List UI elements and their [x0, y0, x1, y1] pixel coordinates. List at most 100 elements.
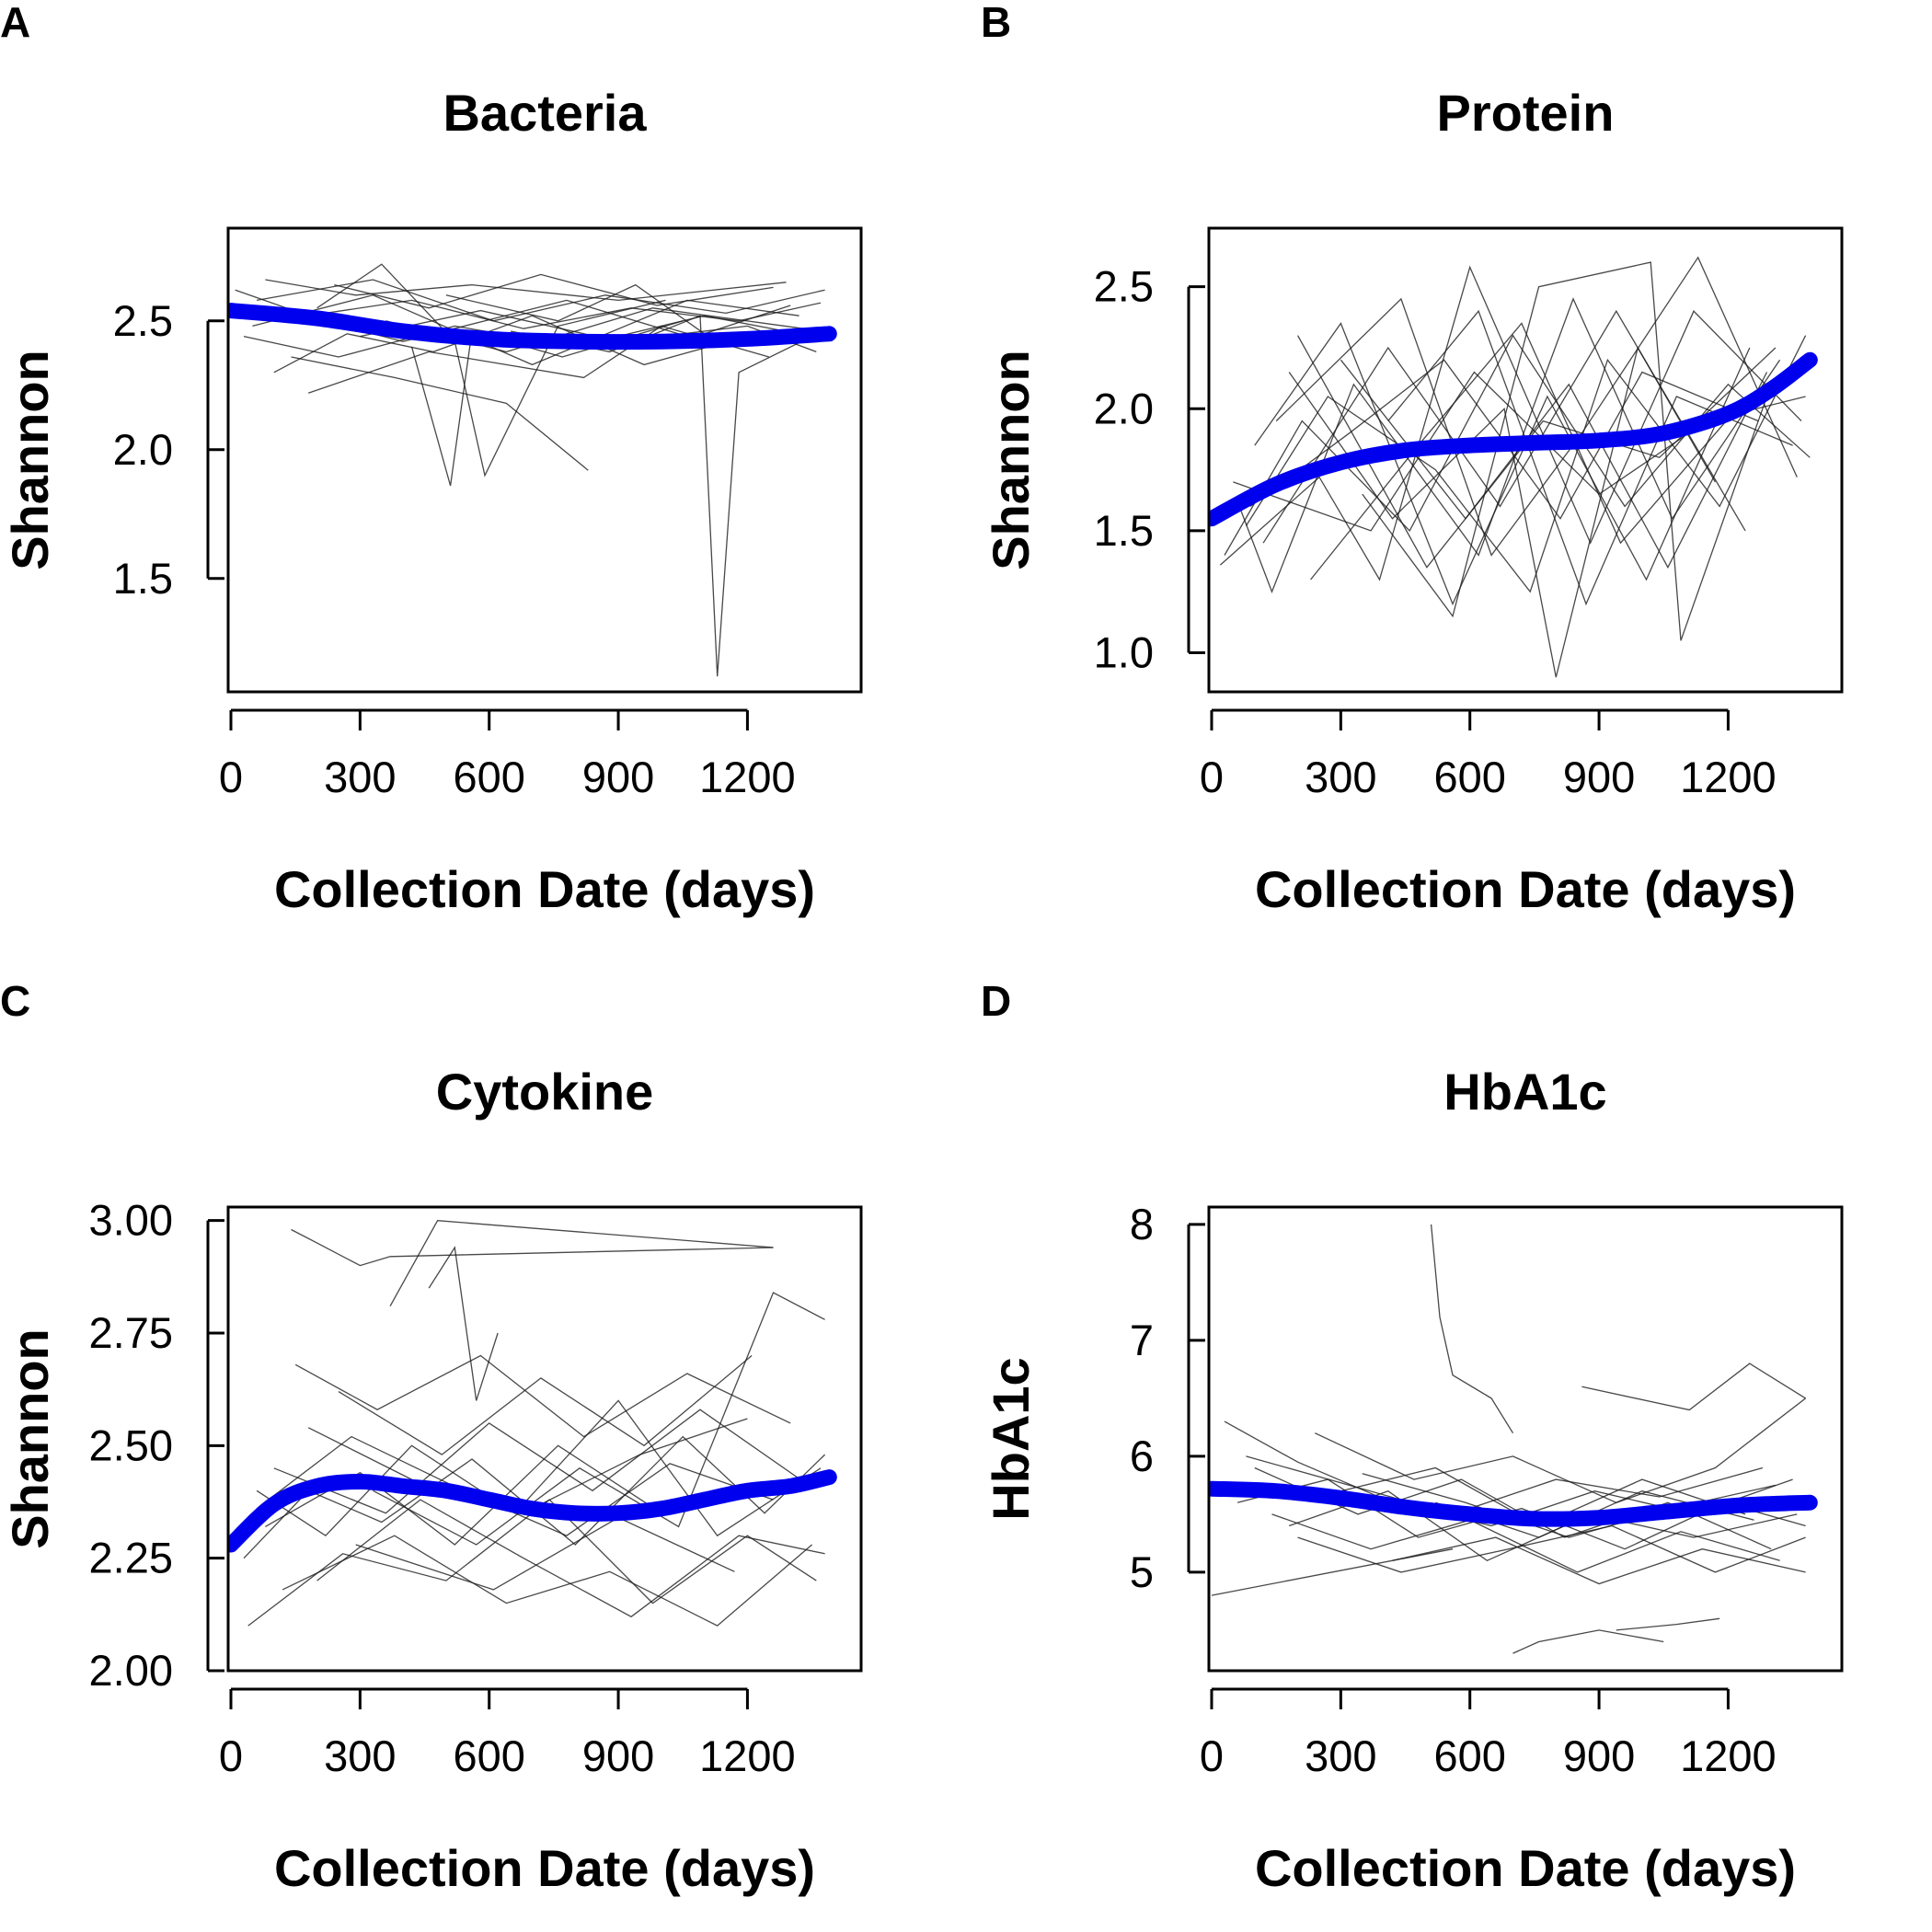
y-tick-label: 7 [1130, 1316, 1154, 1364]
y-tick-label: 2.00 [89, 1646, 173, 1695]
trend-line [228, 1469, 837, 1553]
trajectory-line [1236, 297, 1781, 593]
plot-area [228, 1220, 837, 1627]
trajectory-line [1340, 359, 1768, 569]
trajectory-line [1362, 261, 1772, 641]
y-tick-label: 2.5 [113, 296, 173, 345]
panel-title: HbA1c [1443, 1063, 1606, 1121]
panel-title: Bacteria [443, 84, 647, 142]
x-tick-label: 1200 [1680, 753, 1777, 801]
x-tick-label: 900 [582, 1731, 654, 1780]
trajectory-line [1581, 1363, 1806, 1411]
trajectory-line [1224, 334, 1811, 556]
y-axis-label: Shannon [982, 350, 1040, 570]
trajectory-line [1211, 1548, 1454, 1596]
y-tick-label: 1.5 [113, 554, 173, 603]
trajectory-line [1297, 1524, 1806, 1573]
trajectory-line [316, 263, 666, 477]
trajectory-line [252, 294, 799, 366]
trajectory-line [316, 1499, 825, 1618]
x-tick-label: 1200 [699, 1731, 796, 1780]
trajectory-line [1275, 256, 1798, 557]
y-tick-label: 6 [1130, 1432, 1154, 1480]
y-tick-label: 2.75 [89, 1308, 173, 1357]
trajectory-line [1512, 1629, 1664, 1654]
trajectory-line [291, 356, 589, 471]
trajectory-line [291, 1228, 774, 1267]
plot-area [228, 263, 837, 677]
trajectory-line [1288, 346, 1716, 678]
y-tick-label: 2.0 [1094, 384, 1154, 432]
y-tick-label: 3.00 [89, 1196, 173, 1245]
trajectory-line [428, 1246, 499, 1401]
trajectory-line [445, 283, 791, 335]
y-axis-label: Shannon [1, 350, 59, 570]
y-tick-label: 2.0 [113, 425, 173, 474]
x-tick-label: 600 [454, 1731, 525, 1780]
x-axis-label: Collection Date (days) [274, 860, 815, 918]
trajectory-line [1310, 322, 1738, 581]
panel-letter: A [0, 0, 30, 46]
trajectory-line [1246, 1455, 1764, 1515]
x-tick-label: 0 [219, 753, 243, 801]
trajectory-line [282, 1535, 813, 1627]
trend-line [1209, 351, 1818, 527]
x-axis-label: Collection Date (days) [1255, 860, 1796, 918]
y-tick-label: 1.5 [1094, 506, 1154, 555]
x-tick-label: 0 [1200, 1731, 1224, 1780]
y-tick-label: 2.5 [1094, 262, 1154, 311]
trajectory-line [1219, 265, 1802, 581]
plot-frame [226, 226, 863, 694]
y-tick-label: 5 [1130, 1547, 1154, 1596]
trajectory-line [307, 1418, 748, 1510]
panel-b: B Protein 0 300 600 900 1200 1.0 1.5 2.0 2.5 Collec… [981, 0, 1844, 918]
y-tick-label: 2.50 [89, 1420, 173, 1469]
trajectory-line [334, 273, 774, 309]
plot-area [1209, 256, 1818, 678]
trajectory-line [1430, 1224, 1514, 1434]
x-tick-label: 300 [1305, 1731, 1376, 1780]
x-tick-label: 1200 [699, 753, 796, 801]
x-tick-label: 900 [1563, 1731, 1635, 1780]
trend-line [1209, 1480, 1818, 1527]
x-tick-label: 900 [582, 753, 654, 801]
y-axis-label: HbA1c [982, 1357, 1040, 1520]
plot-frame [1207, 226, 1844, 694]
y-tick-label: 8 [1130, 1200, 1154, 1248]
x-axis-label: Collection Date (days) [274, 1839, 815, 1897]
x-tick-label: 600 [1434, 1731, 1506, 1780]
x-tick-label: 1200 [1680, 1731, 1777, 1780]
plot-frame [226, 1205, 863, 1673]
trajectory-line [355, 1516, 735, 1591]
trajectory-line [373, 1292, 825, 1546]
y-tick-label: 1.0 [1094, 628, 1154, 677]
trajectory-line [294, 1354, 791, 1438]
x-tick-label: 300 [1305, 753, 1376, 801]
panel-a: A Bacteria 0 300 600 900 1200 1.5 2.0 2.5 Collecti… [0, 0, 863, 918]
x-axis-label: Collection Date (days) [1255, 1839, 1796, 1897]
trajectory-line [1245, 335, 1807, 593]
trajectory-line [1262, 309, 1746, 544]
panel-d: D HbA1c 0 300 600 900 1200 5 6 7 8 Collection Date … [981, 977, 1844, 1897]
plot-frame [1207, 1205, 1844, 1673]
panel-title: Cytokine [436, 1063, 654, 1121]
x-tick-label: 600 [1434, 753, 1506, 801]
x-tick-label: 300 [324, 1731, 396, 1780]
plot-area [1209, 1224, 1818, 1654]
y-axis-label: Shannon [1, 1328, 59, 1549]
x-tick-label: 0 [219, 1731, 243, 1780]
panel-letter: B [981, 0, 1011, 46]
trajectory-line [1254, 322, 1751, 606]
trajectory-line [389, 1220, 774, 1307]
trajectory-line [265, 279, 787, 302]
x-tick-label: 300 [324, 753, 396, 801]
x-tick-label: 600 [454, 753, 525, 801]
panel-title: Protein [1437, 84, 1615, 142]
trajectory-line [1616, 1617, 1720, 1631]
trajectory-line [338, 1355, 753, 1455]
x-tick-label: 900 [1563, 753, 1635, 801]
y-tick-label: 2.25 [89, 1534, 173, 1582]
trajectory-line [1315, 1397, 1806, 1503]
x-tick-label: 0 [1200, 753, 1224, 801]
